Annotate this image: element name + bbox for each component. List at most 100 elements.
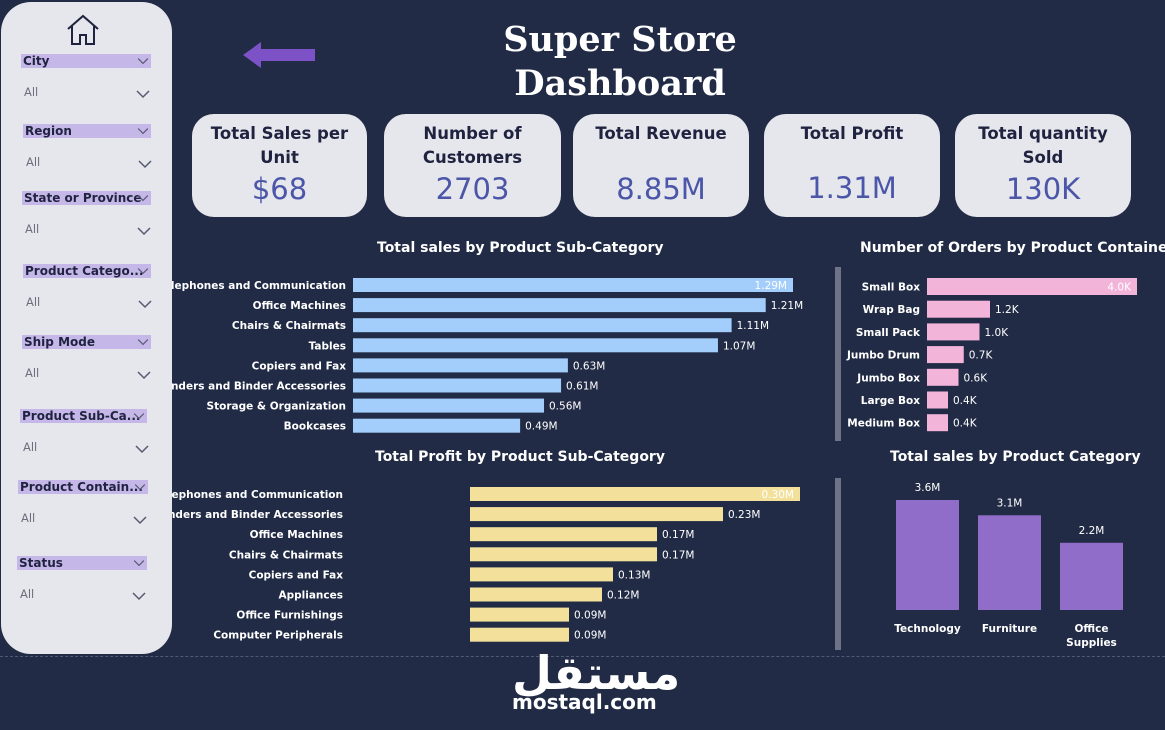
bar[interactable]	[927, 300, 990, 318]
category-label: Computer Peripherals	[213, 630, 343, 642]
data-label: 0.30M	[762, 489, 794, 501]
category-label: Binders and Binder Accessories	[172, 381, 346, 393]
slicer-dropdown[interactable]: All	[25, 221, 151, 237]
slicer-header[interactable]: Ship Mode	[22, 335, 151, 349]
slicer-dropdown[interactable]: All	[21, 510, 147, 526]
bar[interactable]	[353, 418, 521, 433]
data-label: 0.56M	[549, 401, 581, 413]
kpi-label: Number of Customers	[422, 124, 523, 167]
kpi-value: 130K	[1005, 172, 1081, 206]
bar[interactable]	[353, 378, 562, 393]
slicer-header[interactable]: City	[21, 54, 151, 68]
bar[interactable]	[470, 587, 602, 602]
bar[interactable]	[927, 323, 980, 341]
bar[interactable]	[353, 278, 793, 292]
chevron-down-icon[interactable]	[135, 442, 149, 454]
category-label: Binders and Binder Accessories	[172, 509, 343, 521]
scrollbar-orders-chart[interactable]	[835, 267, 841, 441]
bar[interactable]	[353, 318, 732, 333]
chevron-down-icon[interactable]	[137, 224, 151, 236]
slicer-header[interactable]: Status	[17, 556, 147, 570]
home-icon[interactable]	[65, 14, 101, 46]
back-arrow-icon[interactable]	[243, 42, 318, 68]
chevron-down-icon[interactable]	[137, 54, 149, 68]
watermark-logo: مستقل	[512, 646, 681, 700]
slicer-dropdown[interactable]: All	[24, 84, 150, 100]
slicer-label: Status	[19, 556, 63, 570]
bar[interactable]	[896, 500, 959, 610]
chevron-down-icon[interactable]	[132, 589, 146, 601]
slicer-dropdown[interactable]: All	[26, 154, 152, 170]
slicer-header[interactable]: Product Sub-Ca...	[20, 409, 147, 423]
kpi-label: Total Sales per Unit	[210, 124, 349, 167]
chevron-down-icon[interactable]	[133, 556, 145, 570]
chart-title-sales-category: Total sales by Product Category	[890, 449, 1141, 465]
bar[interactable]	[1060, 542, 1123, 610]
bar[interactable]	[470, 627, 569, 642]
category-label: Supplies	[1066, 637, 1117, 649]
slicer-header[interactable]: Product Catego...	[23, 264, 151, 278]
category-label: Chairs & Chairmats	[229, 549, 343, 561]
chevron-down-icon[interactable]	[133, 409, 145, 423]
bar[interactable]	[353, 298, 766, 313]
chevron-down-icon[interactable]	[134, 480, 146, 494]
category-label: Telephones and Communication	[172, 489, 343, 501]
chevron-down-icon[interactable]	[137, 368, 151, 380]
chevron-down-icon[interactable]	[136, 87, 150, 99]
bar[interactable]	[978, 515, 1041, 610]
bar[interactable]	[353, 338, 718, 353]
category-label: Office	[1075, 623, 1109, 635]
slicer-dropdown[interactable]: All	[25, 365, 151, 381]
bar[interactable]	[927, 346, 964, 364]
category-label: Large Box	[861, 395, 920, 407]
data-label: 1.2K	[995, 304, 1020, 316]
category-label: Copiers and Fax	[249, 569, 344, 581]
slicer-header[interactable]: Region	[23, 124, 151, 138]
chevron-down-icon[interactable]	[138, 157, 152, 169]
chevron-down-icon[interactable]	[133, 513, 147, 525]
bar[interactable]	[927, 278, 1137, 295]
data-label: 0.61M	[566, 381, 598, 393]
category-label: Jumbo Box	[856, 372, 920, 384]
data-label: 1.07M	[723, 340, 755, 352]
bar[interactable]	[470, 607, 569, 622]
filter-sidebar: City All Region All State or Province All Prod…	[1, 2, 172, 654]
data-label: 2.2M	[1079, 525, 1105, 537]
scrollbar-profit-chart[interactable]	[835, 478, 841, 650]
kpi-value: $68	[251, 172, 308, 206]
slicer-header[interactable]: Product Contain...	[18, 480, 148, 494]
slicer-value: All	[24, 85, 39, 99]
slicer-dropdown[interactable]: All	[26, 294, 152, 310]
slicer-dropdown[interactable]: All	[23, 439, 149, 455]
bar[interactable]	[470, 547, 657, 562]
data-label: 0.6K	[964, 372, 989, 384]
bar[interactable]	[470, 487, 800, 501]
data-label: 3.1M	[997, 497, 1023, 509]
chevron-down-icon[interactable]	[138, 297, 152, 309]
kpi-label: Total quantity Sold	[978, 124, 1108, 167]
bar[interactable]	[470, 507, 723, 522]
chevron-down-icon[interactable]	[137, 124, 149, 138]
data-label: 0.12M	[607, 590, 639, 602]
bar[interactable]	[353, 358, 568, 373]
chevron-down-icon[interactable]	[137, 264, 149, 278]
page-divider	[0, 656, 1165, 657]
chart-orders-by-container: Small Box 4.0K Wrap Bag 1.2K Small Pack 1.0K J…	[846, 278, 1137, 432]
data-label: 0.4K	[953, 418, 978, 430]
data-label: 0.7K	[969, 350, 994, 362]
bar[interactable]	[470, 567, 613, 582]
chevron-down-icon[interactable]	[137, 335, 149, 349]
category-label: Medium Box	[847, 418, 920, 430]
slicer-header[interactable]: State or Province	[22, 191, 151, 205]
chevron-down-icon[interactable]	[137, 191, 149, 205]
category-label: Small Box	[862, 282, 921, 294]
bar[interactable]	[470, 527, 657, 542]
bar[interactable]	[353, 398, 545, 413]
bar[interactable]	[927, 414, 948, 432]
bar[interactable]	[927, 391, 948, 409]
category-label: Furniture	[982, 623, 1037, 635]
category-label: Office Machines	[250, 529, 343, 541]
bar[interactable]	[927, 368, 959, 386]
kpi-card-sales-per-unit: Total Sales per Unit $68	[192, 114, 367, 217]
slicer-dropdown[interactable]: All	[20, 586, 146, 602]
